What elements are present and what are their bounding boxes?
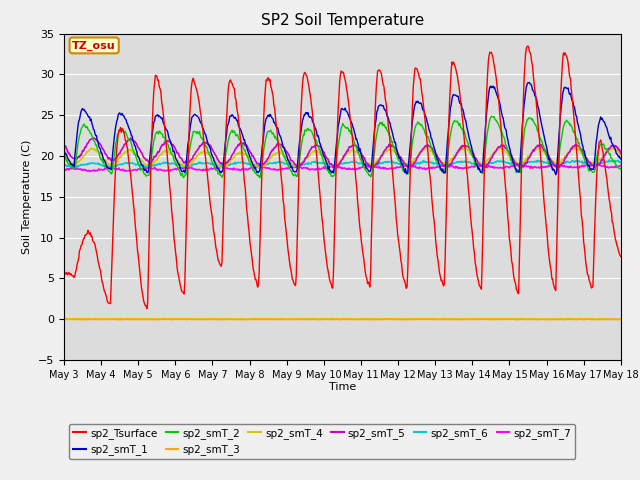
sp2_smT_2 <box>256 175 264 180</box>
sp2_smT_5 <box>214 157 222 163</box>
sp2_smT_3 <box>172 316 180 322</box>
sp2_smT_5 <box>128 136 136 142</box>
sp2_Tsurface <box>428 184 435 190</box>
sp2_smT_1 <box>184 142 192 147</box>
sp2_Tsurface <box>411 66 419 72</box>
Line: sp2_smT_6: sp2_smT_6 <box>64 160 621 168</box>
sp2_smT_7 <box>86 168 93 174</box>
Line: sp2_smT_1: sp2_smT_1 <box>64 83 621 175</box>
sp2_smT_1 <box>70 164 78 169</box>
sp2_smT_3 <box>367 317 374 323</box>
sp2_smT_6 <box>617 159 625 165</box>
sp2_smT_2 <box>488 113 495 119</box>
sp2_smT_4 <box>184 162 192 168</box>
sp2_smT_7 <box>550 161 558 167</box>
sp2_smT_7 <box>70 166 78 171</box>
sp2_smT_4 <box>60 154 68 159</box>
sp2_smT_7 <box>428 165 435 170</box>
sp2_smT_7 <box>411 163 419 169</box>
sp2_smT_3 <box>214 316 222 322</box>
sp2_smT_7 <box>185 166 193 171</box>
sp2_smT_5 <box>127 135 134 141</box>
Line: sp2_smT_4: sp2_smT_4 <box>64 147 621 168</box>
sp2_smT_2 <box>60 151 68 156</box>
sp2_smT_1 <box>60 145 68 151</box>
sp2_smT_4 <box>617 152 625 158</box>
sp2_smT_6 <box>128 160 136 166</box>
sp2_smT_4 <box>255 166 263 171</box>
sp2_smT_3 <box>185 316 193 322</box>
sp2_smT_2 <box>411 126 419 132</box>
sp2_smT_7 <box>214 165 222 170</box>
sp2_Tsurface <box>214 257 222 263</box>
sp2_smT_3 <box>428 316 436 322</box>
sp2_smT_4 <box>428 148 435 154</box>
sp2_smT_4 <box>70 160 78 166</box>
sp2_smT_5 <box>428 145 436 151</box>
Legend: sp2_Tsurface, sp2_smT_1, sp2_smT_2, sp2_smT_3, sp2_smT_4, sp2_smT_5, sp2_smT_6, : sp2_Tsurface, sp2_smT_1, sp2_smT_2, sp2_… <box>69 424 575 459</box>
sp2_smT_4 <box>127 148 135 154</box>
Text: TZ_osu: TZ_osu <box>72 40 116 50</box>
sp2_smT_4 <box>214 161 221 167</box>
X-axis label: Time: Time <box>329 383 356 393</box>
sp2_smT_7 <box>60 167 68 172</box>
sp2_smT_3 <box>412 316 419 322</box>
Line: sp2_Tsurface: sp2_Tsurface <box>64 46 621 309</box>
sp2_smT_3 <box>127 316 135 322</box>
sp2_smT_5 <box>70 156 78 161</box>
sp2_smT_5 <box>367 165 374 170</box>
sp2_smT_2 <box>617 167 625 172</box>
Y-axis label: Soil Temperature (C): Soil Temperature (C) <box>22 140 33 254</box>
sp2_smT_6 <box>428 159 435 165</box>
sp2_smT_2 <box>127 141 135 146</box>
sp2_Tsurface <box>185 138 193 144</box>
sp2_smT_6 <box>214 163 222 169</box>
sp2_smT_4 <box>461 144 469 150</box>
sp2_Tsurface <box>127 180 135 185</box>
sp2_smT_1 <box>426 130 434 136</box>
sp2_Tsurface <box>60 271 68 276</box>
sp2_smT_4 <box>411 156 419 162</box>
sp2_smT_2 <box>428 145 435 151</box>
sp2_smT_1 <box>214 166 221 171</box>
sp2_smT_3 <box>70 316 78 322</box>
sp2_smT_5 <box>60 142 68 148</box>
sp2_smT_2 <box>214 167 221 173</box>
sp2_smT_5 <box>185 159 193 165</box>
sp2_smT_7 <box>617 163 625 168</box>
Line: sp2_smT_5: sp2_smT_5 <box>64 138 621 168</box>
Line: sp2_smT_7: sp2_smT_7 <box>64 164 621 171</box>
sp2_smT_1 <box>127 132 135 138</box>
sp2_smT_1 <box>617 156 625 162</box>
sp2_smT_5 <box>617 150 625 156</box>
sp2_smT_6 <box>60 162 68 168</box>
Title: SP2 Soil Temperature: SP2 Soil Temperature <box>260 13 424 28</box>
sp2_Tsurface <box>524 43 532 49</box>
sp2_smT_6 <box>185 163 193 168</box>
Line: sp2_smT_3: sp2_smT_3 <box>64 319 621 320</box>
sp2_smT_6 <box>605 157 613 163</box>
sp2_smT_1 <box>525 80 533 85</box>
sp2_smT_6 <box>411 161 419 167</box>
sp2_smT_2 <box>70 164 78 169</box>
sp2_Tsurface <box>617 253 625 259</box>
sp2_smT_6 <box>104 165 111 170</box>
sp2_smT_5 <box>412 159 419 165</box>
sp2_smT_1 <box>552 172 559 178</box>
Line: sp2_smT_2: sp2_smT_2 <box>64 116 621 178</box>
sp2_smT_6 <box>70 164 78 169</box>
sp2_smT_3 <box>60 316 68 322</box>
sp2_smT_2 <box>184 159 192 165</box>
sp2_Tsurface <box>70 275 78 280</box>
sp2_smT_7 <box>128 168 136 173</box>
sp2_smT_1 <box>410 106 418 112</box>
sp2_smT_3 <box>617 316 625 322</box>
sp2_Tsurface <box>143 306 150 312</box>
